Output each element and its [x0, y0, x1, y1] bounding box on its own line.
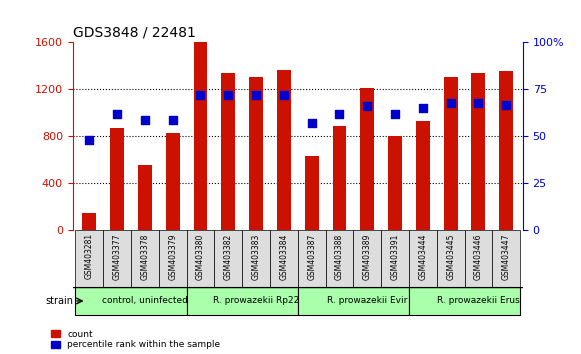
Point [418, 105, 428, 111]
Text: GSM403391: GSM403391 [390, 233, 400, 280]
FancyBboxPatch shape [465, 230, 492, 287]
Bar [304, 156, 318, 230]
FancyBboxPatch shape [76, 287, 187, 315]
FancyBboxPatch shape [131, 230, 159, 287]
Text: GSM403380: GSM403380 [196, 233, 205, 280]
Bar [416, 121, 430, 230]
Text: GSM403444: GSM403444 [418, 233, 428, 280]
Point [224, 92, 233, 98]
Text: GSM403378: GSM403378 [141, 233, 149, 280]
Bar [138, 165, 152, 230]
FancyBboxPatch shape [409, 287, 520, 315]
Bar [166, 133, 180, 230]
Text: R. prowazekii Rp22: R. prowazekii Rp22 [213, 296, 299, 306]
Bar [471, 73, 485, 230]
Text: GSM403384: GSM403384 [279, 233, 288, 280]
Point [279, 92, 289, 98]
FancyBboxPatch shape [187, 287, 297, 315]
Point [335, 111, 344, 117]
Point [252, 92, 261, 98]
FancyBboxPatch shape [270, 230, 297, 287]
Bar [444, 76, 458, 230]
Point [196, 92, 205, 98]
FancyBboxPatch shape [214, 230, 242, 287]
Text: control, uninfected: control, uninfected [102, 296, 188, 306]
FancyBboxPatch shape [437, 230, 465, 287]
Bar [499, 71, 513, 230]
Text: R. prowazekii Erus: R. prowazekii Erus [437, 296, 520, 306]
Text: GSM403382: GSM403382 [224, 233, 233, 280]
FancyBboxPatch shape [159, 230, 187, 287]
FancyBboxPatch shape [381, 230, 409, 287]
Text: GSM403447: GSM403447 [502, 233, 511, 280]
Text: GSM403446: GSM403446 [474, 233, 483, 280]
Bar [332, 126, 346, 230]
Bar [388, 137, 402, 230]
FancyBboxPatch shape [242, 230, 270, 287]
FancyBboxPatch shape [76, 230, 103, 287]
Bar [221, 73, 235, 230]
FancyBboxPatch shape [103, 230, 131, 287]
FancyBboxPatch shape [297, 230, 325, 287]
FancyBboxPatch shape [409, 230, 437, 287]
Point [168, 117, 177, 122]
Text: GSM403281: GSM403281 [85, 233, 94, 279]
FancyBboxPatch shape [187, 230, 214, 287]
Point [113, 111, 122, 117]
Point [307, 120, 316, 126]
Bar [193, 42, 207, 230]
Text: strain: strain [45, 296, 73, 306]
Text: GSM403388: GSM403388 [335, 233, 344, 280]
Point [140, 117, 149, 122]
Point [363, 104, 372, 109]
Bar [360, 88, 374, 230]
FancyBboxPatch shape [353, 230, 381, 287]
Point [85, 137, 94, 143]
Text: GSM403379: GSM403379 [168, 233, 177, 280]
Text: GDS3848 / 22481: GDS3848 / 22481 [73, 26, 195, 40]
Point [474, 100, 483, 105]
Point [501, 102, 511, 107]
Text: GSM403389: GSM403389 [363, 233, 372, 280]
Text: GSM403383: GSM403383 [252, 233, 260, 280]
FancyBboxPatch shape [325, 230, 353, 287]
Bar [83, 213, 96, 230]
Bar [277, 69, 291, 230]
Text: GSM403377: GSM403377 [113, 233, 121, 280]
Point [390, 111, 400, 117]
Text: GSM403445: GSM403445 [446, 233, 455, 280]
Text: GSM403387: GSM403387 [307, 233, 316, 280]
FancyBboxPatch shape [297, 287, 409, 315]
Point [446, 100, 456, 105]
Legend: count, percentile rank within the sample: count, percentile rank within the sample [51, 330, 220, 349]
Bar [249, 76, 263, 230]
Bar [110, 128, 124, 230]
FancyBboxPatch shape [492, 230, 520, 287]
Text: R. prowazekii Evir: R. prowazekii Evir [327, 296, 407, 306]
